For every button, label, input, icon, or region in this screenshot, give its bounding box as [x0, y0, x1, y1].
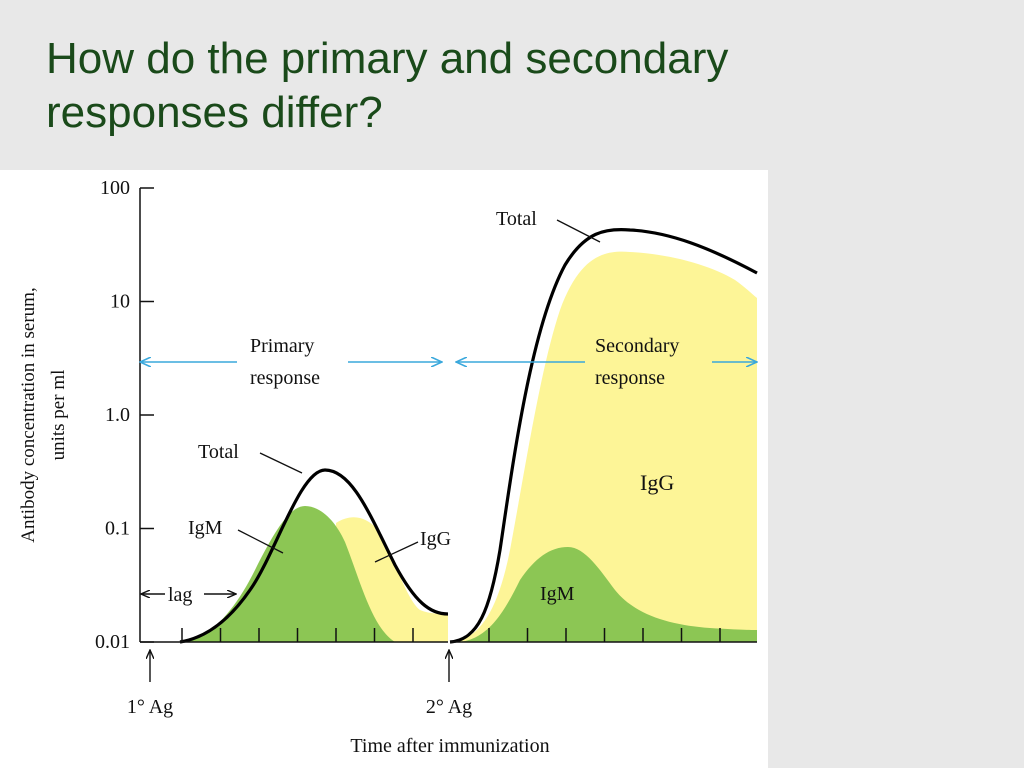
primary-total-line	[179, 468, 449, 644]
primary-igm-label: IgM	[188, 517, 223, 539]
x-axis-label: Time after immunization	[350, 735, 549, 757]
primary-igg-leader	[374, 541, 419, 563]
primary-total-leader	[259, 452, 303, 474]
y-ticks: 100 10 1.0 0.1 0.01	[95, 177, 154, 653]
secondary-response-label-line2: response	[595, 367, 665, 389]
slide-title: How do the primary and secondary respons…	[46, 32, 946, 140]
secondary-igg-area	[450, 251, 757, 642]
figure-panel: 100 10 1.0 0.1 0.01 Antibody concentration i…	[0, 170, 768, 768]
lag-label: lag	[168, 584, 192, 606]
slide-title-line1: How do the primary and secondary	[46, 34, 729, 83]
primary-total-label: Total	[198, 441, 239, 463]
y-tick-label: 10	[110, 291, 130, 313]
secondary-total-leader	[556, 219, 601, 243]
secondary-igm-area	[460, 547, 757, 642]
primary-response-label-line2: response	[250, 367, 320, 389]
y-tick-label: 1.0	[105, 404, 130, 426]
primary-igg-label: IgG	[420, 528, 451, 550]
y-tick-label: 100	[100, 177, 130, 199]
slide-title-line2: responses differ?	[46, 88, 383, 137]
secondary-igm-label: IgM	[540, 583, 575, 605]
secondary-total-line	[449, 228, 758, 644]
y-tick-label: 0.1	[105, 518, 130, 540]
y-tick-label: 0.01	[95, 631, 130, 653]
primary-ag-label: 1° Ag	[127, 696, 173, 718]
x-ticks	[181, 628, 721, 642]
secondary-ag-label: 2° Ag	[426, 696, 472, 718]
y-axis-label-line2: units per ml	[48, 370, 69, 461]
secondary-response-label-line1: Secondary	[595, 335, 679, 357]
secondary-total-label: Total	[496, 208, 537, 230]
secondary-igg-label: IgG	[640, 470, 674, 495]
primary-igm-leader	[237, 529, 284, 554]
antibody-response-chart: 100 10 1.0 0.1 0.01 Antibody concentration i…	[18, 177, 768, 757]
primary-response-label-line1: Primary	[250, 335, 314, 357]
primary-igm-area	[180, 506, 395, 642]
y-axis-label-line1: Antibody concentration in serum,	[18, 287, 39, 542]
